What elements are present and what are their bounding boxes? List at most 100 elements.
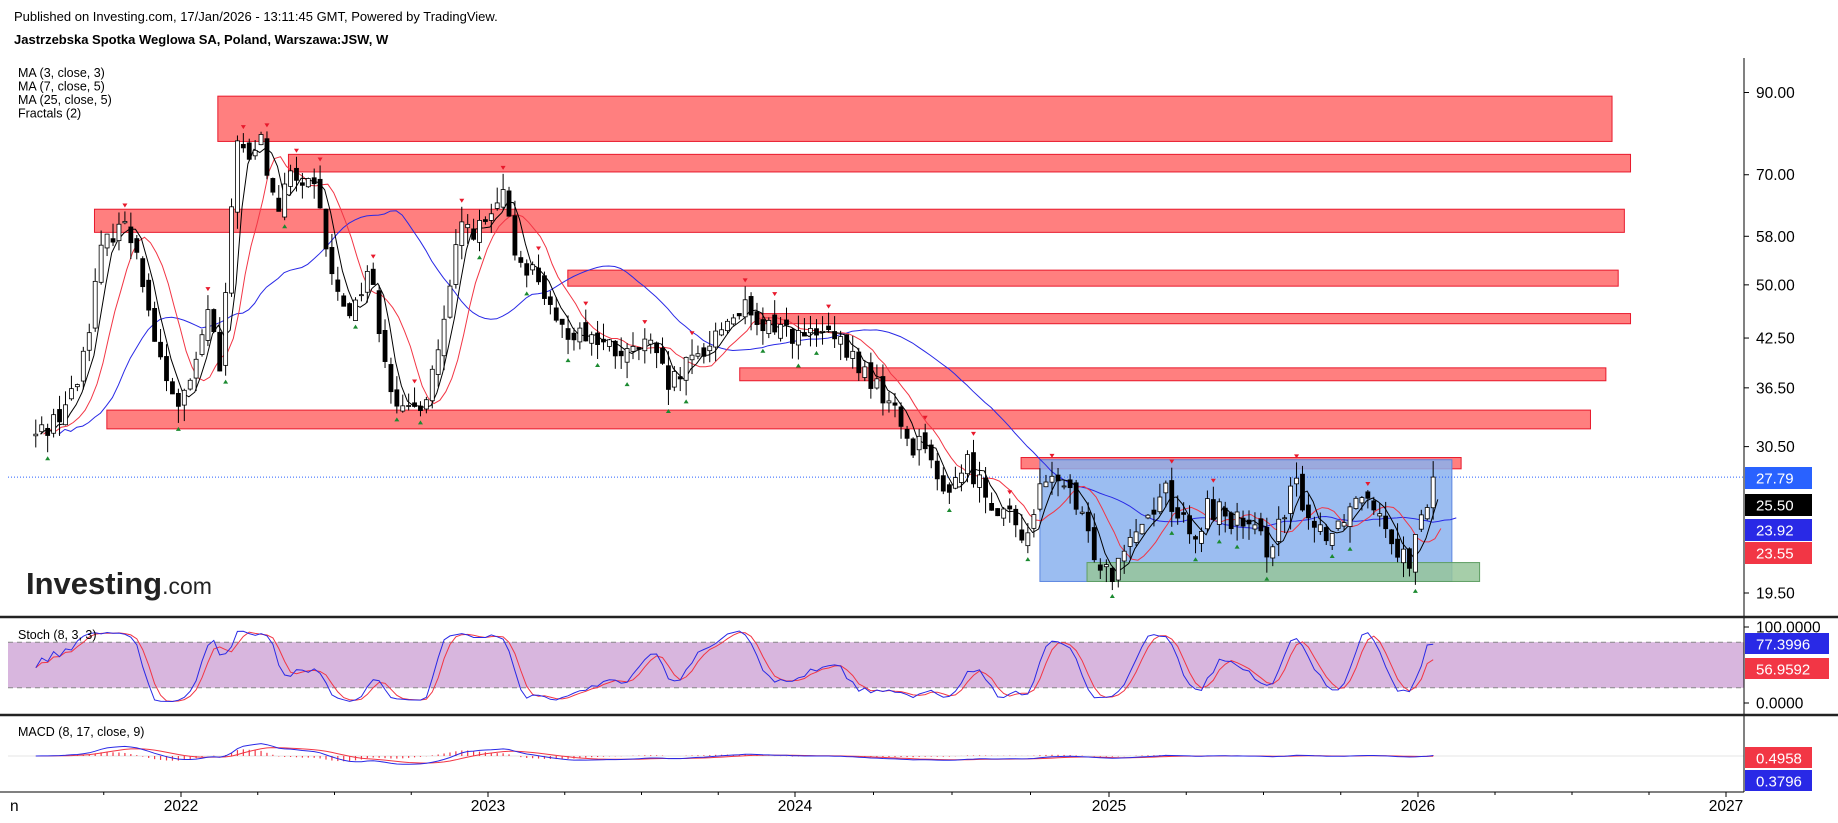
fractal-down-marker [1193, 557, 1199, 562]
candle-body [246, 142, 252, 160]
candle [530, 261, 536, 275]
candle-body [1013, 508, 1019, 526]
candle-body [394, 389, 400, 407]
fractal-down-marker [175, 426, 181, 431]
candle-body [856, 351, 862, 374]
candle [1389, 529, 1395, 555]
candle-body [483, 219, 488, 222]
candle [1115, 557, 1121, 588]
candle [689, 339, 695, 375]
fractal-down-marker [476, 255, 482, 260]
candle [892, 392, 898, 418]
candle [850, 335, 856, 369]
candle [347, 302, 353, 319]
candle-body [1264, 527, 1270, 558]
candle [311, 168, 317, 199]
candle [353, 297, 358, 321]
candle [158, 328, 163, 360]
candle [299, 173, 305, 199]
candle-body [618, 350, 624, 357]
candle-body [1377, 513, 1383, 517]
candle-body [33, 433, 39, 437]
candle-body [1073, 482, 1079, 510]
candle [983, 467, 988, 514]
candle-body [553, 307, 559, 321]
candle-body [1222, 507, 1228, 517]
candle-body [571, 332, 577, 341]
candle [74, 383, 80, 392]
candle-body [447, 285, 453, 318]
candle [500, 173, 506, 210]
candle-body [922, 432, 928, 450]
candle [223, 282, 229, 376]
fractal-up-marker [1210, 478, 1216, 483]
candle [683, 356, 689, 396]
candle [874, 364, 880, 390]
candle-body [305, 178, 311, 188]
candle [660, 337, 665, 365]
candle-body [814, 328, 819, 336]
candle [98, 230, 104, 285]
candle-body [1389, 529, 1395, 545]
candle-body [868, 362, 874, 389]
candle [205, 295, 211, 347]
candle-body [282, 183, 288, 218]
candle-body [506, 190, 512, 217]
macd-badge-label: 0.3796 [1756, 774, 1802, 791]
candle [305, 177, 311, 188]
macd-badge [1745, 747, 1812, 768]
candle [1216, 498, 1222, 536]
candle-body [1007, 505, 1013, 510]
candle-body [1157, 496, 1163, 513]
candle-body [1329, 533, 1335, 546]
candle [1383, 501, 1389, 538]
candle-body [946, 484, 952, 493]
candle [1049, 461, 1055, 495]
candle [1187, 505, 1192, 544]
candle-body [642, 338, 648, 352]
fractal-up-marker [1007, 490, 1013, 495]
candle [116, 212, 122, 251]
fractal-down-marker [1347, 546, 1353, 551]
candle [1145, 514, 1151, 520]
candle-body [388, 364, 394, 393]
candle-body [636, 347, 642, 350]
candle-body [1175, 507, 1181, 519]
candle [1025, 523, 1031, 554]
candle-body [536, 267, 541, 283]
candle [370, 262, 376, 285]
candle-body [92, 280, 98, 329]
candle [122, 211, 128, 225]
candle-body [104, 233, 110, 249]
candle [719, 322, 724, 337]
stoch-pane: Stoch (8, 3, 3) [8, 628, 1744, 703]
candle-body [784, 319, 789, 326]
candle-body [181, 389, 187, 406]
candle [1222, 501, 1228, 533]
price-tick-label: 36.50 [1756, 380, 1795, 397]
candle [922, 423, 928, 454]
fractal-up-marker [1049, 453, 1055, 458]
candle-body [1145, 514, 1151, 519]
candle [1347, 502, 1353, 543]
candle-body [288, 170, 293, 187]
candle [1300, 465, 1305, 512]
candle [1019, 514, 1025, 544]
candle [671, 366, 677, 392]
candle [453, 229, 459, 289]
resistance-zone-5 [757, 313, 1632, 325]
ma-25-line [58, 210, 1457, 529]
candle [376, 284, 382, 343]
candle [1073, 479, 1079, 515]
candle-body [1061, 485, 1067, 488]
candle [235, 135, 240, 229]
candle-body [1127, 536, 1133, 547]
candle [838, 330, 844, 361]
candle [441, 305, 447, 371]
candle-body [808, 328, 813, 334]
candle-body [1228, 512, 1234, 529]
candle [612, 339, 618, 369]
time-tick-label: 2022 [164, 798, 198, 815]
candle [1061, 479, 1067, 490]
